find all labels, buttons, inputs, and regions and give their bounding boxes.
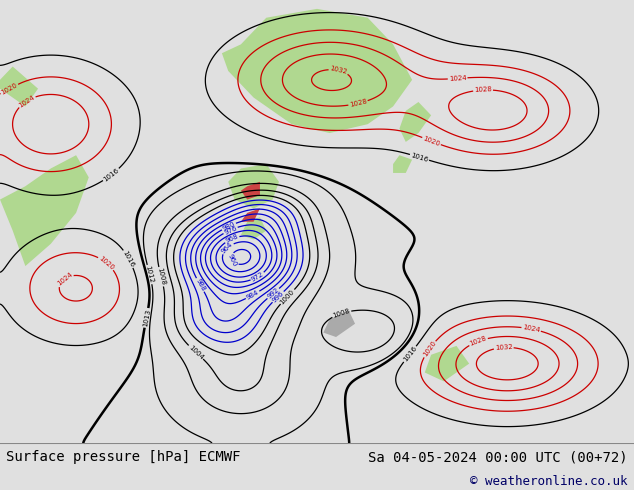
Text: 1024: 1024	[449, 75, 467, 82]
Text: 1004: 1004	[187, 344, 204, 361]
Text: 1028: 1028	[474, 87, 492, 94]
Text: 1008: 1008	[332, 308, 351, 319]
Text: 992: 992	[266, 287, 280, 300]
Polygon shape	[323, 311, 355, 337]
Text: 1020: 1020	[422, 340, 437, 358]
Text: 1020: 1020	[422, 135, 441, 147]
Text: 1024: 1024	[522, 324, 541, 334]
Text: 1012: 1012	[145, 265, 155, 284]
Text: 988: 988	[194, 277, 206, 292]
Text: 1008: 1008	[156, 267, 166, 286]
Polygon shape	[241, 182, 260, 199]
Text: 1024: 1024	[56, 271, 74, 287]
Text: Sa 04-05-2024 00:00 UTC (00+72): Sa 04-05-2024 00:00 UTC (00+72)	[368, 450, 628, 465]
Text: 960: 960	[227, 253, 238, 268]
Polygon shape	[222, 9, 412, 133]
Text: 996: 996	[271, 290, 285, 304]
Polygon shape	[0, 67, 38, 106]
Text: © weatheronline.co.uk: © weatheronline.co.uk	[470, 475, 628, 488]
Polygon shape	[399, 102, 431, 142]
Text: Surface pressure [hPa] ECMWF: Surface pressure [hPa] ECMWF	[6, 450, 241, 465]
Polygon shape	[241, 208, 260, 221]
Text: 980: 980	[221, 220, 236, 232]
Text: 1020: 1020	[98, 255, 115, 271]
Polygon shape	[228, 164, 279, 208]
Polygon shape	[393, 155, 412, 173]
Text: 1020: 1020	[0, 82, 19, 97]
Text: 1016: 1016	[410, 152, 429, 163]
Text: 976: 976	[223, 224, 238, 236]
Text: 972: 972	[250, 271, 265, 283]
Text: 1000: 1000	[279, 288, 296, 305]
Text: 1032: 1032	[329, 66, 348, 75]
Text: 1028: 1028	[469, 335, 488, 347]
Text: 968: 968	[224, 234, 240, 245]
Text: 1032: 1032	[495, 344, 513, 351]
Polygon shape	[425, 346, 469, 381]
Text: 1028: 1028	[349, 98, 368, 108]
Text: 1016: 1016	[102, 167, 120, 183]
Text: 964: 964	[221, 241, 234, 255]
Text: 984: 984	[245, 289, 260, 301]
Polygon shape	[0, 155, 89, 266]
Text: 1024: 1024	[18, 94, 36, 108]
Polygon shape	[241, 217, 266, 240]
Text: 1013: 1013	[142, 309, 151, 327]
Text: 1016: 1016	[122, 249, 136, 268]
Text: 1016: 1016	[402, 345, 418, 363]
